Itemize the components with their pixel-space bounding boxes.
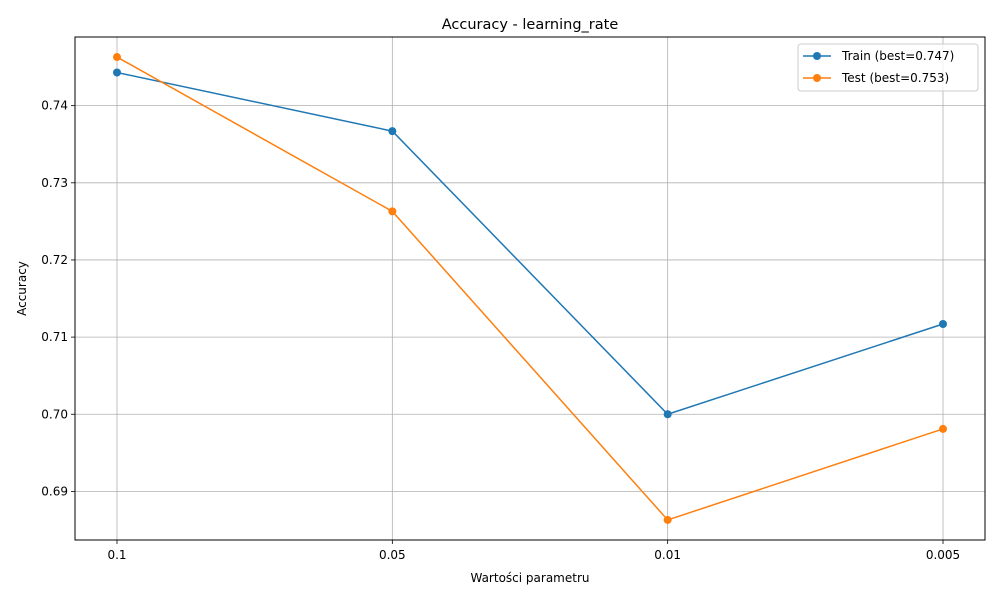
series-line [116, 71, 944, 416]
x-tick-label: 0.005 [926, 548, 960, 562]
series-lines [113, 53, 947, 524]
legend-entry: Test (best=0.753) [803, 71, 949, 85]
x-tick-label: 0.1 [107, 548, 126, 562]
y-tick-label: 0.70 [41, 407, 68, 421]
series-train [113, 68, 947, 419]
data-point [939, 424, 947, 433]
legend-entry: Train (best=0.747) [803, 49, 954, 63]
plot-frame [74, 36, 986, 541]
y-tick-label: 0.74 [41, 99, 68, 113]
legend-marker [813, 52, 821, 60]
legend-box [797, 43, 979, 92]
data-point [939, 319, 947, 328]
x-tick-label: 0.05 [379, 548, 406, 562]
data-point [388, 127, 397, 136]
chart-title: Accuracy - learning_rate [442, 17, 619, 33]
series-test [113, 53, 947, 524]
y-tick-label: 0.71 [41, 330, 68, 344]
y-tick-label: 0.73 [41, 176, 68, 190]
y-tick-label: 0.72 [41, 253, 68, 267]
data-point [663, 410, 672, 419]
grid [75, 37, 985, 540]
x-axis-label: Wartości parametru [470, 571, 589, 585]
legend-label: Train (best=0.747) [841, 49, 954, 63]
data-point [113, 68, 121, 77]
legend-marker [813, 74, 821, 82]
data-point [113, 53, 121, 62]
y-axis-label: Accuracy [15, 261, 29, 316]
data-point [388, 207, 397, 216]
legend-label: Test (best=0.753) [841, 71, 949, 85]
series-line [116, 56, 944, 521]
axis-ticks: 0.1 0.05 0.01 0.005 0.69 0.70 0.71 0.72 0.73 0.74 [41, 99, 960, 562]
legend: Train (best=0.747) Test (best=0.753) [797, 43, 979, 92]
data-point [663, 515, 672, 524]
x-tick-label: 0.01 [654, 548, 681, 562]
y-tick-label: 0.69 [41, 484, 68, 498]
